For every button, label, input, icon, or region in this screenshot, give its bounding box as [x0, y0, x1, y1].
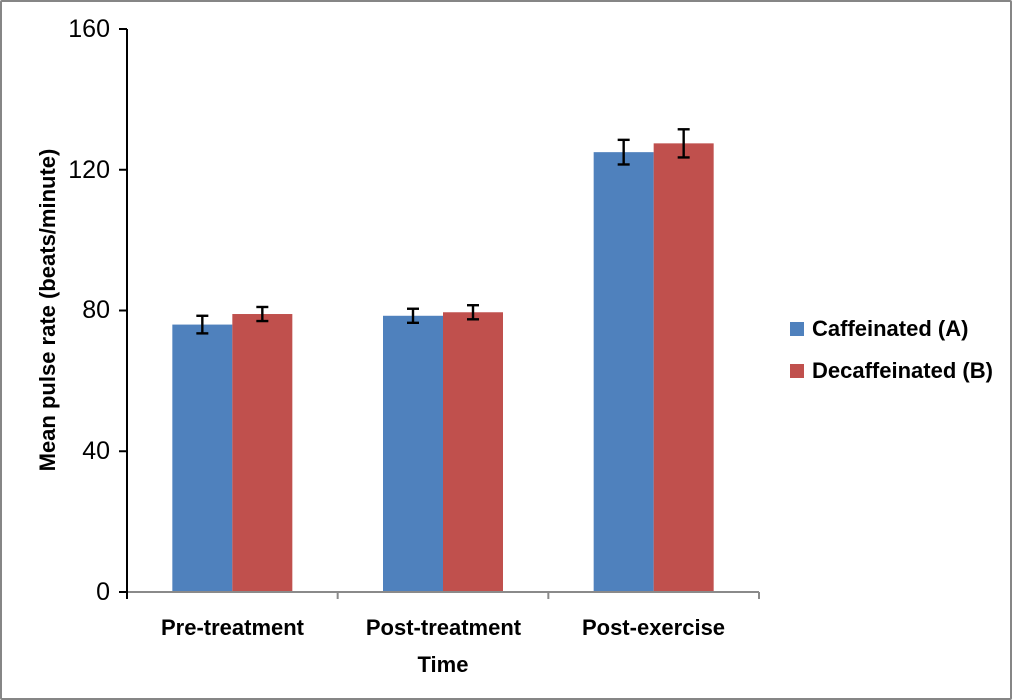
legend-label: Decaffeinated (B) [812, 358, 993, 383]
y-axis-title: Mean pulse rate (beats/minute) [35, 148, 60, 472]
y-tick-label: 160 [68, 15, 110, 43]
legend-label: Caffeinated (A) [812, 316, 969, 341]
x-axis-title: Time [417, 652, 469, 677]
y-tick-label: 120 [68, 156, 110, 184]
legend-item: Decaffeinated (B) [790, 358, 993, 384]
legend: Caffeinated (A) Decaffeinated (B) [790, 316, 993, 400]
legend-swatch-decaffeinated [790, 364, 804, 378]
bar-series1-cat2 [653, 143, 714, 592]
x-category-label: Post-exercise [581, 615, 726, 640]
legend-swatch-caffeinated [790, 322, 804, 336]
y-tick-label: 40 [82, 437, 110, 465]
bar-series0-cat0 [172, 324, 233, 592]
error-bar-series1-cat1 [467, 304, 479, 321]
error-bar-series0-cat1 [407, 307, 419, 325]
error-bar-series1-cat0 [256, 305, 269, 323]
x-category-label: Pre-treatment [160, 615, 305, 640]
y-tick-label: 0 [96, 578, 110, 606]
bar-series0-cat2 [593, 152, 654, 592]
bar-series1-cat1 [443, 312, 503, 592]
bar-series1-cat0 [232, 314, 293, 592]
error-bar-series0-cat0 [196, 314, 209, 335]
y-tick-label: 80 [82, 296, 110, 324]
x-category-label: Post-treatment [365, 615, 522, 640]
error-bar-series0-cat2 [617, 138, 630, 166]
bar-series0-cat1 [383, 315, 443, 592]
legend-item: Caffeinated (A) [790, 316, 993, 342]
error-bar-series1-cat2 [677, 128, 690, 159]
